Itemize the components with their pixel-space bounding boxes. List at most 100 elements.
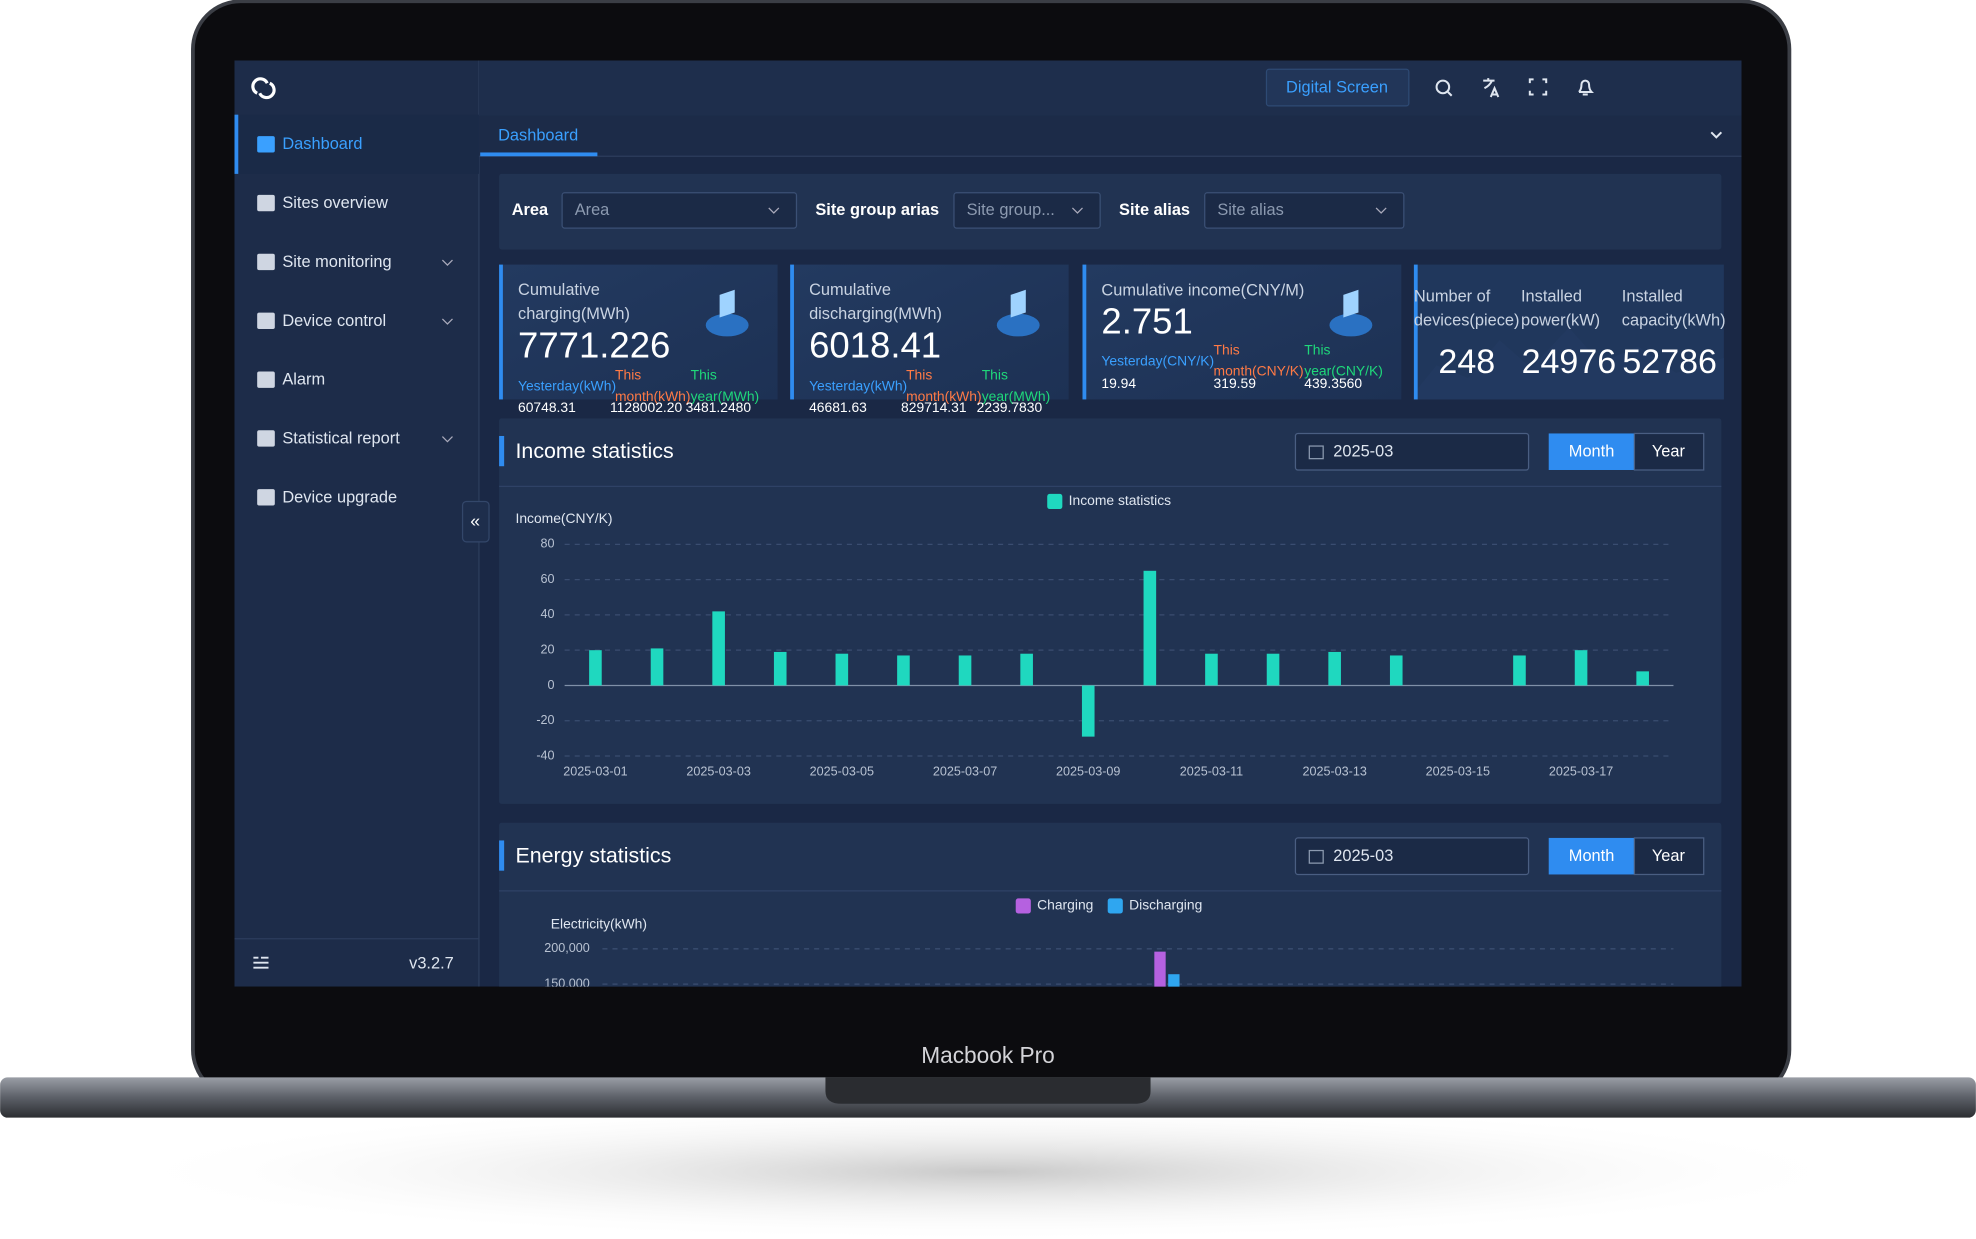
stat-value: 3481.2480 — [686, 399, 752, 415]
bar — [1636, 671, 1649, 686]
year-label: Year — [1652, 847, 1686, 865]
x-tick-label: 2025-03-11 — [1180, 765, 1244, 779]
menu-item[interactable]: Device upgrade — [282, 488, 397, 506]
stat-label: Yesterday(CNY/K) — [1101, 352, 1214, 368]
calendar-icon — [1308, 445, 1324, 460]
filter-placeholder: Site alias — [1217, 201, 1283, 219]
y-tick-label: 200,000 — [544, 941, 590, 955]
filter-select[interactable] — [1204, 192, 1405, 229]
month-button[interactable] — [1548, 837, 1635, 875]
year-button[interactable] — [1633, 432, 1705, 471]
top-bar — [478, 60, 1742, 116]
x-tick-label: 2025-03-17 — [1549, 765, 1613, 779]
legend-swatch — [1015, 898, 1031, 914]
chevron — [441, 436, 453, 443]
notch — [825, 1077, 1151, 1104]
bar — [835, 653, 849, 686]
month-button[interactable] — [1548, 433, 1635, 470]
menu-icon — [257, 136, 275, 153]
y-axis-label: Electricity(kWh) — [551, 916, 647, 932]
card-icon — [1329, 313, 1373, 337]
bar — [589, 650, 602, 686]
income-panel — [499, 418, 1722, 804]
stat-value: 1128002.20 — [610, 399, 682, 415]
stat-label: This month(kWh) — [906, 366, 981, 403]
y-tick-label: 20 — [541, 643, 555, 657]
stat-value: 46681.63 — [809, 399, 867, 415]
menu-fold-icon — [253, 956, 269, 969]
chevron — [768, 207, 780, 214]
card-icon — [719, 289, 735, 318]
stat-label: This year(MWh) — [691, 366, 760, 403]
filter-select[interactable] — [561, 192, 798, 229]
header-icons — [1435, 78, 1723, 139]
filter-placeholder: Site group... — [967, 201, 1055, 219]
y-tick-label: 0 — [548, 678, 555, 692]
card-icon — [1010, 289, 1026, 318]
stat-label: Yesterday(kWh) — [518, 377, 616, 393]
x-tick-label: 2025-03-13 — [1302, 765, 1366, 779]
card-accent — [499, 264, 503, 400]
legend-swatch — [1047, 493, 1063, 510]
card-value: 7771.226 — [518, 324, 670, 365]
stat-value: 319.59 — [1214, 375, 1257, 391]
logo — [251, 77, 276, 100]
menu-item[interactable]: Alarm — [282, 371, 325, 389]
bar — [1168, 974, 1180, 987]
filter-label: Site alias — [1119, 201, 1190, 219]
stat-value: 439.3560 — [1304, 375, 1362, 391]
digital-screen-button[interactable] — [1265, 68, 1410, 107]
year-button[interactable] — [1633, 837, 1705, 876]
summary-label: Installed capacity(kWh) — [1622, 288, 1726, 330]
date-value: 2025-03 — [1333, 443, 1393, 461]
tab-label: Dashboard — [498, 126, 578, 144]
bar — [1143, 570, 1157, 686]
bar — [1389, 655, 1403, 686]
x-tick-label: 2025-03-05 — [810, 765, 874, 779]
menu-item[interactable]: Site monitoring — [282, 253, 391, 271]
legend-label: Discharging — [1129, 897, 1202, 913]
bar — [1020, 653, 1033, 686]
collapse-button[interactable] — [461, 500, 490, 543]
menu-icon — [257, 489, 275, 506]
summary-label: Number of devices(piece) — [1414, 288, 1520, 330]
legend-label: Charging — [1037, 897, 1093, 913]
card-value: 2.751 — [1101, 300, 1192, 341]
month-label: Month — [1569, 443, 1615, 461]
filter-label: Site group arias — [815, 201, 939, 219]
chevron — [1375, 207, 1387, 214]
bar — [773, 651, 787, 686]
stat-label: This year(MWh) — [982, 366, 1051, 403]
shadow — [106, 1102, 1870, 1239]
filter-select[interactable] — [953, 192, 1101, 229]
menu-icon — [257, 253, 275, 271]
stat-value: 829714.31 — [901, 399, 967, 415]
menu-item[interactable]: Device control — [282, 312, 386, 330]
month-label: Month — [1569, 847, 1615, 865]
card-accent — [1413, 264, 1418, 400]
menu-icon — [257, 430, 275, 447]
summary-value: 248 — [1438, 343, 1495, 381]
stat-value: 60748.31 — [518, 399, 576, 415]
menu-item[interactable]: Sites overview — [282, 194, 388, 212]
stat-value: 2239.7830 — [977, 399, 1043, 415]
menu-item[interactable]: Statistical report — [282, 429, 400, 447]
stat-label: This month(kWh) — [615, 366, 690, 403]
menu-icon — [257, 371, 275, 388]
digital-screen-label: Digital Screen — [1286, 79, 1388, 97]
date-picker[interactable] — [1294, 837, 1530, 876]
bar — [1081, 685, 1095, 737]
filter-placeholder: Area — [575, 201, 610, 219]
bar — [712, 611, 725, 686]
stat-label: Yesterday(kWh) — [809, 377, 907, 393]
card-icon — [996, 313, 1040, 337]
menu-item[interactable]: Dashboard — [282, 135, 362, 153]
bar — [958, 655, 972, 686]
y-tick-label: 60 — [541, 572, 555, 586]
date-picker[interactable] — [1294, 432, 1530, 471]
summary-value: 52786 — [1622, 343, 1717, 381]
chevron — [1071, 207, 1083, 214]
section-title: Income statistics — [515, 439, 673, 463]
bar — [1154, 951, 1166, 987]
